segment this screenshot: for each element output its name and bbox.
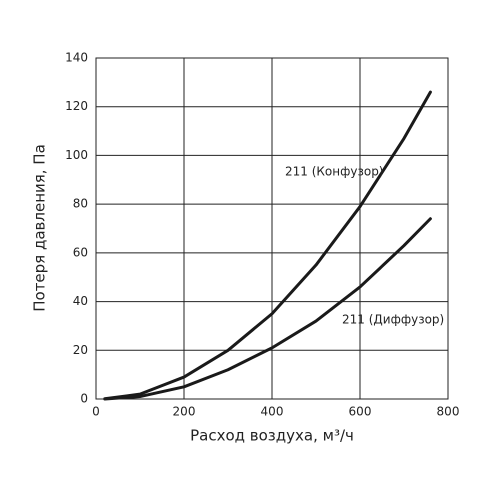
x-tick-label: 800 xyxy=(437,405,460,419)
y-tick-label: 140 xyxy=(65,51,88,65)
line xyxy=(103,217,432,401)
x-tick-label: 0 xyxy=(92,405,100,419)
x-tick-label: 200 xyxy=(173,405,196,419)
x-tick-label: 400 xyxy=(261,405,284,419)
y-tick-label: 60 xyxy=(73,245,88,259)
y-tick-label: 100 xyxy=(65,148,88,162)
series-label: 211 (Диффузор) xyxy=(342,313,444,327)
x-axis-title: Расход воздуха, м³/ч xyxy=(190,427,354,445)
x-tick-label: 600 xyxy=(349,405,372,419)
y-tick-label: 20 xyxy=(73,343,88,357)
y-tick-label: 0 xyxy=(80,392,88,406)
y-tick-label: 80 xyxy=(73,197,88,211)
series-label: 211 (Конфузор) xyxy=(285,165,384,179)
plot-frame xyxy=(95,57,449,400)
y-tick-label: 40 xyxy=(73,294,88,308)
y-axis-title: Потеря давления, Па xyxy=(31,144,49,312)
line xyxy=(103,90,432,401)
y-tick-label: 120 xyxy=(65,99,88,113)
